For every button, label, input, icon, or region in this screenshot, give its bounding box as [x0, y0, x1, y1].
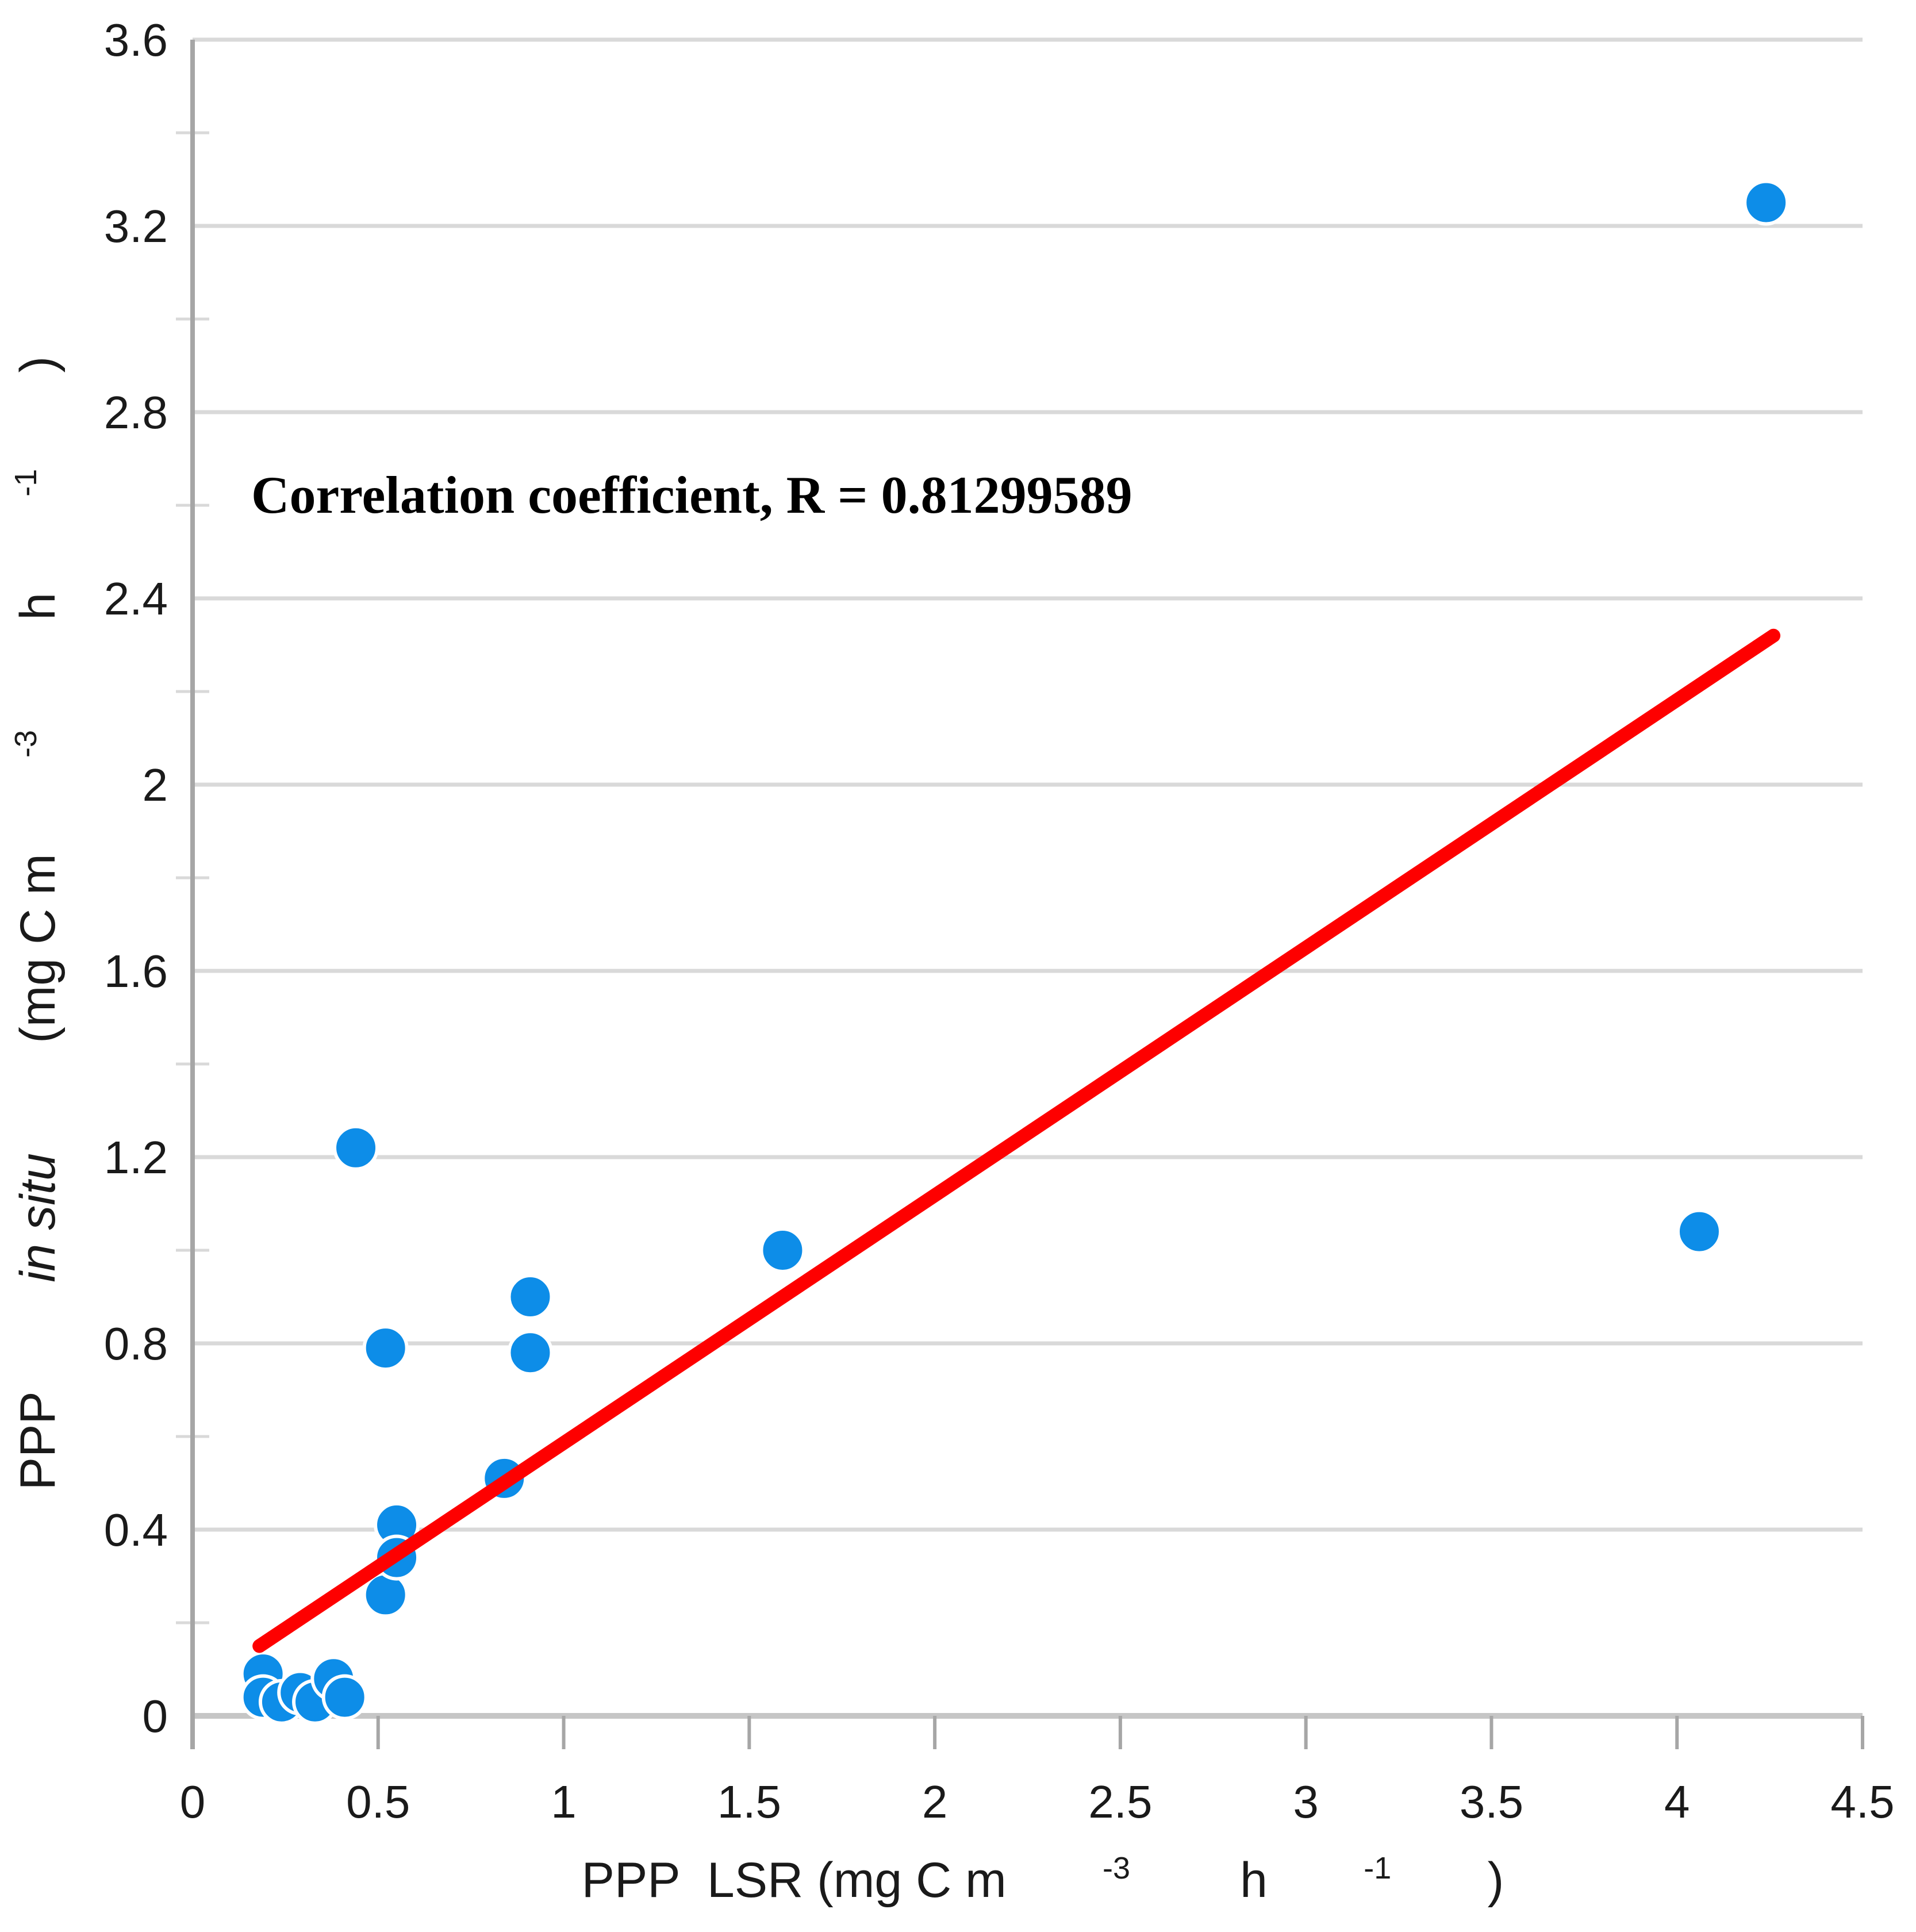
- y-axis-title-text: PPP: [10, 1378, 66, 1490]
- x-tick-label: 0.5: [346, 1776, 410, 1827]
- gridlines: [193, 37, 1863, 1532]
- data-point: [333, 1124, 379, 1171]
- x-tick-label: 1.5: [717, 1776, 781, 1827]
- y-tick-label: 2.4: [104, 573, 168, 624]
- y-axis-title-sup: -3: [9, 730, 43, 758]
- y-axis-title-text: h: [10, 593, 66, 634]
- y-tick-label: 3.2: [104, 201, 168, 252]
- x-axis-title-text: h: [1226, 1853, 1268, 1908]
- y-axis-title-sup: -1: [9, 469, 43, 497]
- y-tick-label: 1.6: [104, 946, 168, 997]
- trendline-group: [252, 628, 1781, 1653]
- y-axis-title-text: (mg C m: [10, 854, 66, 1057]
- data-point: [1743, 179, 1790, 226]
- x-tick-label: 0: [180, 1776, 206, 1827]
- y-tick-label: 0.8: [104, 1318, 168, 1369]
- tick-labels: 0 0.5 1 1.5 2 2.5 3 3.5 4 4.5 0 0.4 0.8 1.2 1.6 2 2.4 2.8…: [104, 14, 1895, 1827]
- data-point: [362, 1325, 409, 1372]
- x-axis-title-text: PPP LSR (mg C m: [582, 1853, 1007, 1908]
- x-axis-title-text: ): [1488, 1853, 1504, 1908]
- x-axis-title: PPP LSR (mg C m -3 h -1 ): [485, 1834, 1572, 1908]
- trendline: [252, 628, 1781, 1653]
- x-tick-label: 2: [922, 1776, 948, 1827]
- x-axis-title-sup: -3: [1103, 1851, 1130, 1885]
- data-point: [507, 1330, 554, 1376]
- x-tick-label: 4.5: [1830, 1776, 1894, 1827]
- y-axis-title-italic: in situ: [10, 1153, 66, 1282]
- y-tick-label: 0.4: [104, 1504, 168, 1555]
- data-point: [507, 1274, 554, 1320]
- axes: [190, 40, 1863, 1749]
- y-tick-label: 2: [143, 759, 168, 811]
- data-point: [321, 1674, 368, 1720]
- x-tick-label: 4: [1664, 1776, 1690, 1827]
- x-ticks: [191, 1716, 1865, 1749]
- data-point: [759, 1227, 806, 1273]
- correlation-annotation: Correlation coefficient, R = 0.81299589: [251, 466, 1132, 524]
- y-tick-label: 1.2: [104, 1132, 168, 1183]
- x-tick-label: 2.5: [1088, 1776, 1152, 1827]
- data-point: [1676, 1208, 1722, 1255]
- x-tick-label: 3: [1293, 1776, 1319, 1827]
- y-tick-label: 0: [143, 1691, 168, 1742]
- y-axis-title-text: ): [10, 356, 66, 373]
- y-tick-label: 2.8: [104, 387, 168, 438]
- x-tick-label: 1: [551, 1776, 577, 1827]
- y-axis-title: PPP in situ (mg C m -3 h -1 ): [0, 287, 66, 1586]
- y-tick-label: 3.6: [104, 14, 168, 66]
- x-tick-label: 3.5: [1460, 1776, 1523, 1827]
- data-points: [240, 179, 1790, 1725]
- x-axis-title-sup: -1: [1364, 1851, 1391, 1885]
